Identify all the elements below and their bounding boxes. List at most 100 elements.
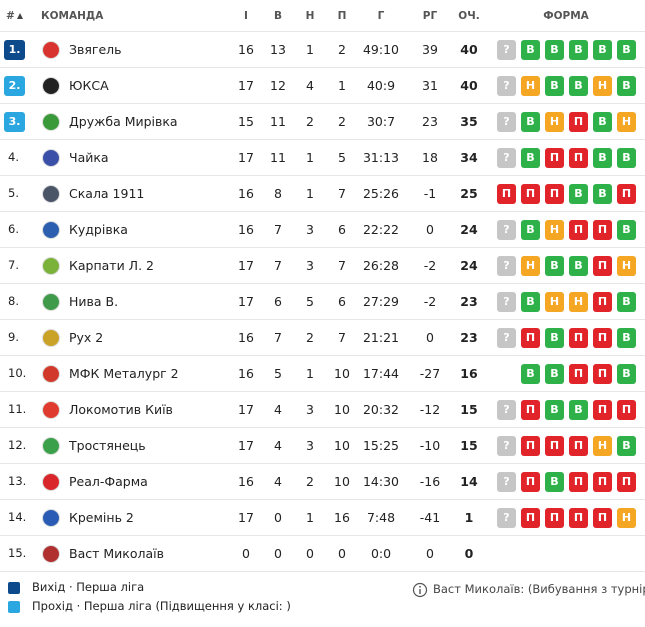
column-header: Г bbox=[377, 10, 385, 22]
team-name[interactable]: Кремінь 2 bbox=[69, 510, 134, 525]
stat-lost: 0 bbox=[338, 546, 346, 561]
stat-played: 16 bbox=[238, 330, 254, 345]
stat-goals: 21:21 bbox=[362, 330, 400, 345]
column-header: І bbox=[244, 10, 248, 22]
stat-lost: 2 bbox=[338, 42, 346, 57]
rank: 10. bbox=[8, 366, 27, 380]
form-result: ? bbox=[497, 508, 516, 528]
form-result: Н bbox=[617, 112, 636, 132]
column-header: РГ bbox=[422, 10, 438, 22]
stat-won: 6 bbox=[274, 294, 282, 309]
form-result: П bbox=[617, 472, 636, 492]
stat-points: 25 bbox=[460, 186, 478, 201]
stat-drawn: 3 bbox=[306, 258, 314, 273]
form-result: П bbox=[545, 436, 564, 456]
stat-lost: 10 bbox=[334, 402, 350, 417]
stat-diff: -1 bbox=[423, 186, 437, 201]
stat-points: 16 bbox=[460, 366, 478, 381]
form-result: П bbox=[593, 364, 612, 384]
table-bottom-border bbox=[0, 571, 645, 572]
table-row: 12. Тростянець 17 4 3 10 15:25 -10 15? П П П Н В bbox=[0, 427, 645, 464]
form-result: П bbox=[593, 292, 612, 312]
stat-drawn: 1 bbox=[306, 510, 314, 525]
rank: 13. bbox=[8, 474, 27, 488]
stat-drawn: 4 bbox=[306, 78, 314, 93]
stat-goals: 30:7 bbox=[366, 114, 396, 129]
form-result: П bbox=[593, 220, 612, 240]
form-result: П bbox=[545, 508, 564, 528]
stat-won: 11 bbox=[270, 150, 286, 165]
team-name[interactable]: Дружба Мирівка bbox=[69, 114, 178, 129]
team-name[interactable]: Рух 2 bbox=[69, 330, 104, 345]
rank: 7. bbox=[8, 258, 19, 272]
team-logo bbox=[42, 473, 60, 491]
stat-diff: -2 bbox=[423, 258, 437, 273]
stat-lost: 7 bbox=[338, 258, 346, 273]
stat-points: 24 bbox=[460, 222, 478, 237]
form-result: ? bbox=[497, 292, 516, 312]
form-result: ? bbox=[497, 112, 516, 132]
stat-points: 34 bbox=[460, 150, 478, 165]
team-name[interactable]: Реал-Фарма bbox=[69, 474, 148, 489]
team-name[interactable]: Васт Миколаїв bbox=[69, 546, 164, 561]
form-result: В bbox=[593, 40, 612, 60]
table-row: 7. Карпати Л. 2 17 7 3 7 26:28 -2 24? Н В В П Н bbox=[0, 247, 645, 284]
stat-drawn: 0 bbox=[306, 546, 314, 561]
stat-won: 4 bbox=[274, 402, 282, 417]
team-name[interactable]: Чайка bbox=[69, 150, 109, 165]
team-name[interactable]: Кудрівка bbox=[69, 222, 128, 237]
stat-diff: 0 bbox=[426, 222, 434, 237]
form-result: П bbox=[569, 508, 588, 528]
form-result: Н bbox=[569, 292, 588, 312]
stat-lost: 16 bbox=[334, 510, 350, 525]
team-logo bbox=[42, 77, 60, 95]
stat-played: 16 bbox=[238, 222, 254, 237]
stat-won: 4 bbox=[274, 438, 282, 453]
table-row: 9. Рух 2 16 7 2 7 21:21 0 23? П В П П В bbox=[0, 319, 645, 356]
team-name[interactable]: Скала 1911 bbox=[69, 186, 145, 201]
team-name[interactable]: Тростянець bbox=[69, 438, 146, 453]
stat-lost: 10 bbox=[334, 438, 350, 453]
rank: 9. bbox=[8, 330, 19, 344]
stat-points: 15 bbox=[460, 438, 478, 453]
form-result: Н bbox=[593, 76, 612, 96]
table-row: 14. Кремінь 2 17 0 1 16 7:48 -41 1? П П П П Н bbox=[0, 499, 645, 536]
form-result: В bbox=[617, 292, 636, 312]
stat-played: 17 bbox=[238, 294, 254, 309]
stat-goals: 15:25 bbox=[362, 438, 400, 453]
stat-points: 1 bbox=[464, 510, 474, 525]
form-result: П bbox=[569, 364, 588, 384]
stat-won: 5 bbox=[274, 366, 282, 381]
stat-drawn: 5 bbox=[306, 294, 314, 309]
stat-played: 17 bbox=[238, 402, 254, 417]
form-result: В bbox=[569, 184, 588, 204]
column-header: ОЧ. bbox=[458, 10, 480, 22]
rank-badge: 2. bbox=[4, 76, 25, 96]
team-name[interactable]: Локомотив Київ bbox=[69, 402, 173, 417]
team-name[interactable]: ЮКСА bbox=[69, 78, 109, 93]
form-result: П bbox=[545, 148, 564, 168]
table-row: 6. Кудрівка 16 7 3 6 22:22 0 24? В Н П П В bbox=[0, 211, 645, 248]
rank: 12. bbox=[8, 438, 27, 452]
form-result: Н bbox=[545, 112, 564, 132]
legend-swatch bbox=[8, 582, 20, 594]
rank-badge: 1. bbox=[4, 40, 25, 60]
column-header: ФОРМА bbox=[543, 10, 589, 22]
stat-diff: 23 bbox=[422, 114, 438, 129]
stat-diff: 0 bbox=[426, 330, 434, 345]
team-name[interactable]: МФК Металург 2 bbox=[69, 366, 179, 381]
table-row: 15. Васт Миколаїв 0 0 0 0 0:0 0 0 bbox=[0, 535, 645, 572]
form-result: П bbox=[593, 472, 612, 492]
table-row: 11. Локомотив Київ 17 4 3 10 20:32 -12 15? П В В П П bbox=[0, 391, 645, 428]
team-logo bbox=[42, 113, 60, 131]
stat-drawn: 3 bbox=[306, 402, 314, 417]
team-name[interactable]: Нива В. bbox=[69, 294, 119, 309]
stat-goals: 40:9 bbox=[366, 78, 396, 93]
stat-points: 23 bbox=[460, 330, 478, 345]
team-name[interactable]: Звягель bbox=[69, 42, 122, 57]
stat-won: 7 bbox=[274, 258, 282, 273]
form-result: ? bbox=[497, 328, 516, 348]
form-result: В bbox=[617, 328, 636, 348]
team-name[interactable]: Карпати Л. 2 bbox=[69, 258, 154, 273]
form-result: ? bbox=[497, 256, 516, 276]
